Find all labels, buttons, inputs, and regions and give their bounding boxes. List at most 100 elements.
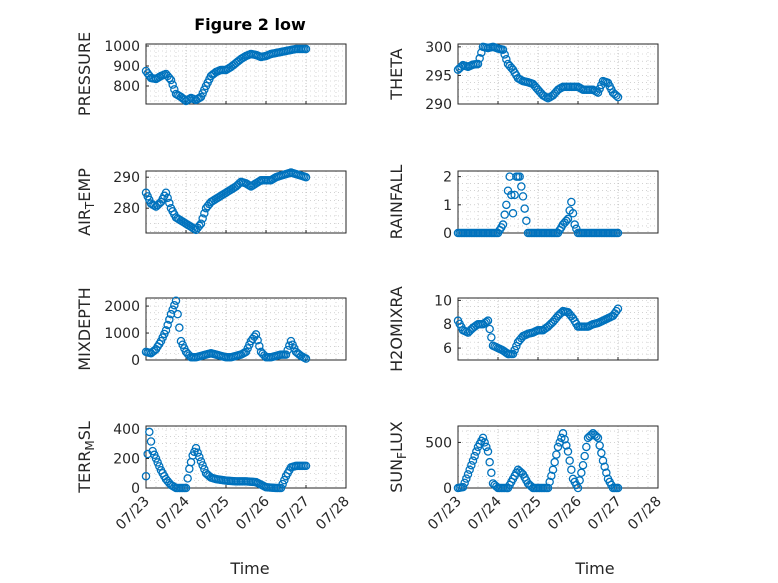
data-series [453, 429, 623, 493]
data-point [578, 460, 588, 470]
y-axis-label: SUNFLUX [387, 421, 409, 493]
data-point [553, 442, 563, 452]
data-point [198, 461, 207, 470]
y-tick-label: 290 [113, 170, 140, 186]
y-tick-label: 1000 [104, 39, 140, 55]
data-point [543, 483, 553, 493]
data-point [253, 335, 262, 345]
data-point [281, 350, 291, 359]
data-point [171, 296, 181, 305]
data-point [487, 333, 496, 342]
data-point [467, 460, 476, 470]
data-point [613, 92, 623, 102]
data-point [508, 209, 518, 218]
data-point [592, 432, 601, 441]
data-point [153, 458, 162, 467]
y-axis-label-part: THETA [387, 48, 406, 100]
data-point [468, 456, 478, 465]
data-point [196, 219, 206, 228]
y-tick-label: 2000 [104, 299, 140, 315]
data-point [168, 305, 177, 314]
data-point [163, 320, 172, 330]
data-point [151, 454, 161, 463]
y-axis-label-part: LUX [387, 421, 406, 452]
data-point [595, 441, 604, 450]
data-point [563, 214, 573, 224]
data-point [141, 471, 151, 481]
y-tick-label: 0 [131, 353, 140, 369]
data-point [482, 317, 491, 327]
data-point [558, 429, 568, 438]
data-point [161, 188, 171, 197]
data-point [465, 465, 474, 475]
data-point [285, 341, 294, 350]
data-point [545, 477, 554, 487]
y-tick-label: 6 [443, 341, 452, 357]
data-point [170, 300, 179, 310]
data-point [472, 447, 481, 456]
data-point [567, 197, 576, 207]
y-axis-label: PRESSURE [75, 32, 94, 116]
data-series [141, 296, 311, 363]
subplot-1: 800 900 1000 PRESSURE [75, 32, 347, 116]
y-axis-label-subscript: T [83, 201, 97, 210]
data-point [598, 456, 608, 465]
y-tick-label: 2 [443, 170, 452, 186]
subplot-5: 0 1000 2000 MIXDEPTH [75, 287, 347, 371]
y-axis-label-part: PRESSURE [75, 32, 94, 116]
data-point [301, 44, 311, 54]
axes-box [145, 297, 347, 361]
y-axis-label: AIRTEMP [75, 168, 97, 236]
data-point [502, 200, 511, 210]
data-point [562, 216, 571, 226]
data-point [458, 482, 468, 492]
y-axis-label: MIXDEPTH [75, 287, 94, 370]
data-point [498, 220, 508, 229]
y-tick-label: 800 [113, 79, 140, 95]
data-point [195, 221, 204, 231]
data-point [165, 73, 174, 83]
data-point [195, 452, 204, 462]
y-tick-label: 900 [113, 59, 140, 75]
data-point [570, 220, 579, 229]
data-point [150, 201, 159, 210]
data-point [510, 345, 519, 355]
y-axis-label-part: TERR [75, 451, 94, 494]
data-point [560, 435, 569, 444]
x-axis-label-right: Time [574, 559, 614, 578]
data-point [593, 88, 603, 97]
y-axis-label: TERRMSL [75, 421, 97, 494]
data-point [562, 441, 571, 450]
y-axis-label: RAINFALL [387, 165, 406, 240]
data-point [165, 315, 174, 324]
data-point [500, 210, 509, 219]
data-point [510, 190, 519, 200]
data-point [196, 457, 206, 466]
data-point [613, 228, 623, 238]
data-series [453, 172, 623, 238]
data-point [483, 316, 493, 325]
data-point [602, 468, 611, 478]
y-axis-label-part: EMP [75, 168, 94, 202]
data-point [181, 483, 191, 493]
data-point [166, 75, 176, 85]
data-point [255, 341, 264, 351]
data-point [161, 326, 171, 335]
data-point [518, 192, 528, 201]
figure-title: Figure 2 low [194, 15, 306, 34]
data-point [568, 209, 578, 218]
data-point [276, 483, 286, 493]
data-point [485, 324, 494, 334]
y-axis-label: H2OMIXRA [387, 286, 406, 372]
y-tick-label: 295 [425, 68, 452, 84]
y-tick-label: 400 [113, 422, 140, 438]
data-point [593, 433, 603, 443]
data-point [502, 54, 511, 64]
y-axis-label-subscript: M [83, 440, 97, 450]
data-point [470, 451, 479, 461]
y-tick-label: 10 [434, 293, 452, 309]
data-point [548, 465, 558, 475]
data-point [547, 471, 556, 481]
data-point [183, 474, 192, 483]
